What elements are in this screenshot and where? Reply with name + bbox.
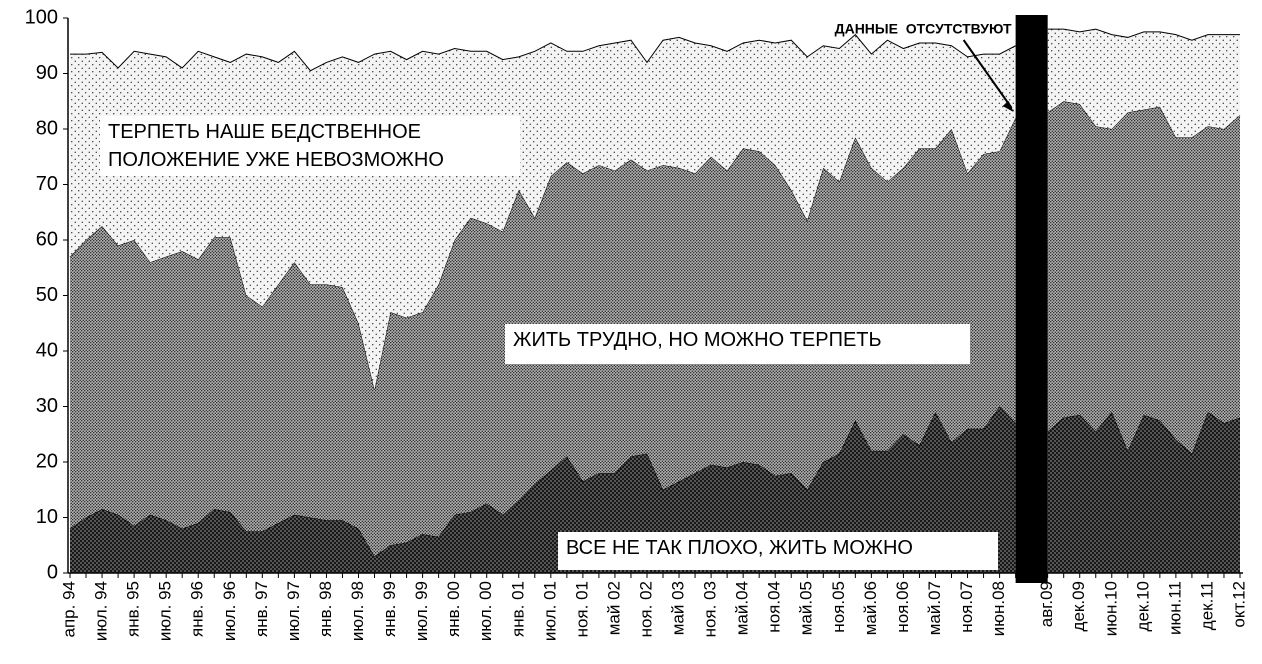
y-tick-label: 30 xyxy=(36,395,58,417)
x-tick-label: ноя.05 xyxy=(829,581,848,633)
annotation: ДАННЫЕ ОТСУТСТВУЮТ xyxy=(835,21,1012,37)
x-tick-label: янв. 97 xyxy=(252,581,271,637)
annotation-arrow xyxy=(962,39,1013,109)
x-tick-label: ноя.07 xyxy=(957,581,976,633)
x-tick-label: дек.10 xyxy=(1133,581,1152,631)
x-tick-label: авг.09 xyxy=(1037,581,1056,627)
x-tick-label: июн.10 xyxy=(1101,581,1120,636)
missing-data-bar xyxy=(1015,15,1048,583)
x-tick-label: июл. 97 xyxy=(284,581,303,641)
x-tick-label: янв. 96 xyxy=(188,581,207,637)
x-tick-label: июн.11 xyxy=(1165,581,1184,635)
x-tick-label: июл. 00 xyxy=(476,581,495,641)
x-tick-label: июл. 95 xyxy=(156,581,175,641)
x-tick-label: янв. 95 xyxy=(124,581,143,637)
x-tick-label: янв. 01 xyxy=(508,581,527,637)
y-tick-label: 70 xyxy=(36,173,58,195)
y-tick-label: 100 xyxy=(25,6,58,28)
y-tick-label: 20 xyxy=(36,450,58,472)
annotation-arrowhead xyxy=(1002,101,1014,112)
legend-label: ТЕРПЕТЬ НАШЕ БЕДСТВЕННОЕ ПОЛОЖЕНИЕ УЖЕ Н… xyxy=(100,116,520,176)
x-tick-label: ноя.06 xyxy=(893,581,912,633)
x-tick-label: ноя.04 xyxy=(765,581,784,633)
x-tick-label: июл. 99 xyxy=(412,581,431,641)
x-tick-label: дек.09 xyxy=(1069,581,1088,631)
y-tick-label: 40 xyxy=(36,339,58,361)
x-tick-label: май.06 xyxy=(861,581,880,635)
x-tick-label: май.04 xyxy=(733,581,752,635)
x-tick-label: июл. 01 xyxy=(540,581,559,641)
x-tick-label: май 03 xyxy=(669,581,688,635)
legend-label: ЖИТЬ ТРУДНО, НО МОЖНО ТЕРПЕТЬ xyxy=(505,324,970,364)
x-tick-label: янв. 98 xyxy=(316,581,335,637)
x-tick-label: янв. 99 xyxy=(380,581,399,637)
x-tick-label: июн.08 xyxy=(989,581,1008,636)
x-tick-label: июл. 94 xyxy=(92,581,111,641)
area xyxy=(1047,101,1240,454)
legend-label: ВСЕ НЕ ТАК ПЛОХО, ЖИТЬ МОЖНО xyxy=(558,532,998,570)
y-tick-label: 0 xyxy=(47,561,58,583)
x-tick-label: окт.12 xyxy=(1229,581,1248,628)
y-tick-label: 90 xyxy=(36,62,58,84)
area-line xyxy=(70,33,1016,72)
x-tick-label: май 02 xyxy=(604,581,623,635)
y-tick-label: 60 xyxy=(36,228,58,250)
y-tick-label: 80 xyxy=(36,117,58,139)
x-tick-label: ноя. 02 xyxy=(636,581,655,637)
x-tick-label: июл. 96 xyxy=(220,581,239,641)
x-tick-label: ноя. 01 xyxy=(572,581,591,637)
area-line xyxy=(1047,28,1240,41)
x-tick-label: июл. 98 xyxy=(348,581,367,641)
y-tick-label: 10 xyxy=(36,506,58,528)
area xyxy=(1047,412,1240,573)
x-tick-label: дек.11 xyxy=(1197,581,1216,630)
area xyxy=(1047,29,1240,138)
y-tick-label: 50 xyxy=(36,284,58,306)
x-tick-label: май.07 xyxy=(925,581,944,635)
x-tick-label: апр. 94 xyxy=(59,581,78,637)
x-tick-label: ноя. 03 xyxy=(701,581,720,637)
area xyxy=(70,406,1016,573)
x-tick-label: май.05 xyxy=(797,581,816,635)
x-tick-label: янв. 00 xyxy=(444,581,463,637)
